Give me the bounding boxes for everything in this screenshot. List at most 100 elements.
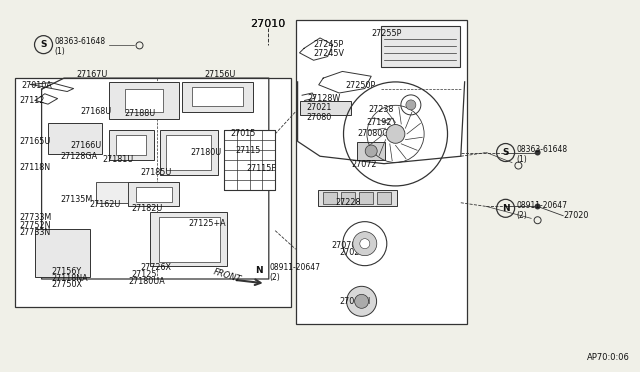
Text: 27180U: 27180U (191, 148, 222, 157)
Text: 27255P: 27255P (371, 29, 401, 38)
Text: 27238: 27238 (368, 105, 394, 114)
Text: 27021: 27021 (306, 103, 332, 112)
Text: 27228: 27228 (335, 198, 361, 207)
Text: (1): (1) (54, 47, 65, 56)
Circle shape (365, 145, 377, 157)
Text: 27168U: 27168U (80, 107, 111, 116)
Text: 27020: 27020 (563, 211, 589, 220)
Text: 27162U: 27162U (90, 200, 121, 209)
Text: 27245V: 27245V (314, 49, 344, 58)
Bar (359, 192, 373, 204)
Circle shape (386, 125, 405, 143)
Text: 27020F: 27020F (339, 248, 369, 257)
Text: 27128GA: 27128GA (61, 152, 98, 161)
Text: 27752N: 27752N (19, 221, 51, 230)
Bar (159, 217, 220, 262)
Bar (323, 192, 337, 204)
Text: N: N (502, 204, 509, 213)
Text: 27167U: 27167U (77, 70, 108, 79)
Circle shape (534, 203, 541, 209)
Circle shape (29, 210, 33, 214)
Circle shape (360, 239, 370, 248)
Text: 27115: 27115 (236, 146, 261, 155)
Bar (116, 135, 146, 155)
Text: AP70:0:06: AP70:0:06 (587, 353, 630, 362)
Bar (125, 89, 163, 112)
Circle shape (406, 100, 416, 110)
Bar (150, 212, 227, 266)
Text: 27192: 27192 (366, 118, 392, 127)
Text: 27080G: 27080G (357, 129, 388, 138)
Circle shape (534, 150, 541, 155)
Text: 27125+A: 27125+A (189, 219, 227, 228)
Text: 27185U: 27185U (141, 169, 172, 177)
Text: 27180UA: 27180UA (128, 277, 164, 286)
Text: 27733N: 27733N (19, 228, 51, 237)
Bar (381, 26, 460, 67)
Bar (296, 20, 467, 324)
Bar (318, 190, 397, 206)
Text: 27010: 27010 (250, 19, 285, 29)
Text: S: S (40, 40, 47, 49)
Text: (1): (1) (516, 155, 527, 164)
Text: N: N (255, 266, 262, 275)
Circle shape (29, 227, 33, 231)
Text: 27118N: 27118N (19, 163, 51, 172)
Text: 27181U: 27181U (102, 155, 134, 164)
Text: 27188U: 27188U (125, 109, 156, 118)
Text: 27072: 27072 (351, 160, 377, 169)
Circle shape (347, 286, 376, 316)
Text: 08911-20647: 08911-20647 (269, 263, 321, 272)
Text: 27750X: 27750X (51, 280, 82, 289)
Circle shape (353, 232, 377, 256)
Text: 27156U: 27156U (205, 70, 236, 79)
Text: 27733M: 27733M (19, 213, 51, 222)
Bar (160, 130, 218, 175)
Bar (109, 82, 179, 119)
Circle shape (29, 218, 33, 222)
Bar (35, 229, 90, 277)
Bar (15, 78, 291, 307)
Text: 27112: 27112 (19, 96, 45, 105)
Text: 27128W: 27128W (307, 94, 340, 103)
Bar (341, 192, 355, 204)
Bar (166, 135, 211, 170)
Bar (96, 182, 128, 203)
Text: 27250P: 27250P (346, 81, 376, 90)
Text: 27070: 27070 (332, 241, 357, 250)
Bar (136, 187, 172, 202)
Text: 27125: 27125 (131, 270, 157, 279)
Text: 27245P: 27245P (314, 40, 344, 49)
Text: 27010A: 27010A (21, 81, 52, 90)
Bar (377, 192, 391, 204)
Text: 27156Y: 27156Y (51, 267, 81, 276)
Text: 27135M: 27135M (61, 195, 93, 203)
Text: 27182U: 27182U (131, 204, 163, 213)
Text: 27065H: 27065H (339, 297, 371, 306)
Text: 27166U: 27166U (70, 141, 102, 150)
Text: 27165U: 27165U (19, 137, 51, 146)
Text: 27726X: 27726X (141, 263, 172, 272)
Text: FRONT: FRONT (212, 267, 243, 285)
Text: (2): (2) (269, 273, 280, 282)
Text: S: S (502, 148, 509, 157)
Bar (128, 182, 179, 206)
Circle shape (355, 294, 369, 308)
Text: (2): (2) (516, 211, 527, 220)
Circle shape (307, 93, 313, 99)
Bar (300, 101, 351, 115)
Text: 27015: 27015 (230, 129, 256, 138)
Text: 08363-61648: 08363-61648 (516, 145, 568, 154)
Bar (48, 123, 102, 154)
Bar (192, 87, 243, 106)
Bar (224, 130, 275, 190)
Text: 08911-20647: 08911-20647 (516, 201, 568, 210)
Text: 27010: 27010 (250, 19, 285, 29)
Bar (357, 142, 385, 160)
Text: 27118NA: 27118NA (51, 274, 88, 283)
Text: 08363-61648: 08363-61648 (54, 37, 106, 46)
Bar (182, 82, 253, 112)
Text: 27080: 27080 (306, 113, 331, 122)
Text: 27115F: 27115F (246, 164, 276, 173)
Bar (109, 130, 154, 160)
